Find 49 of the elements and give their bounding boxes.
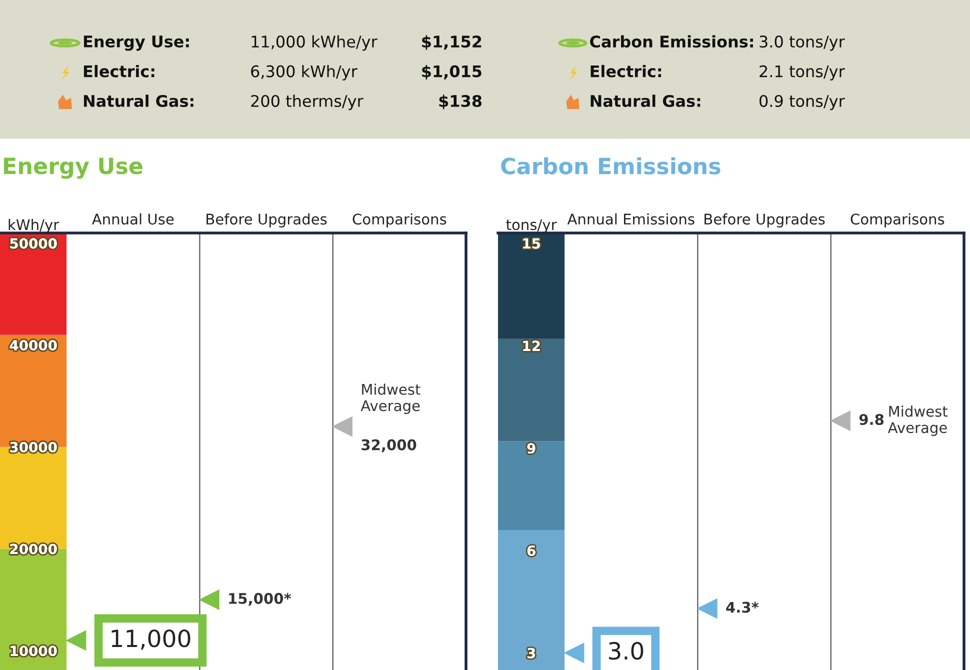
y-tick-label: 20000 [10,544,57,554]
text: $138 [439,94,482,110]
y-axis-title: tons/yr [506,219,557,233]
text: 200 therms/yr [251,94,364,110]
text: Carbon Emissions: [590,35,753,48]
data-label: 11,000 [112,629,190,650]
y-tick-label: 12 [523,340,540,351]
data-label: 3.0 [608,642,644,660]
text: 3.0 tons/yr [760,36,845,51]
text: Natural Gas: [84,94,194,108]
y-axis-title: kWh/yr [8,218,60,233]
data-label: 15,000* [229,592,292,606]
text: 6,300 kWh/yr [251,64,358,80]
y-tick-label: 50000 [10,238,57,249]
text: Energy Use: [84,36,189,51]
text: 2.1 tons/yr [760,65,845,80]
text: 11,000 kWhe/yr [252,35,378,51]
text: Electric: [84,64,154,78]
x-tick-label: Comparisons [850,213,944,228]
x-tick-label: Annual Use [92,213,174,225]
x-tick-label: Before Upgrades [704,213,825,228]
annotation: Midwest Average [360,384,420,414]
text: $1,152 [422,35,482,50]
point [332,416,352,437]
point [198,589,220,610]
point [66,630,86,651]
x-tick-label: Annual Emissions [567,213,694,225]
y-tick-label: 6 [527,545,536,556]
point [696,598,718,619]
y-tick-label: 9 [527,443,536,454]
y-tick-label: 30000 [10,442,57,452]
y-tick-label: 3 [527,648,536,658]
point [564,642,584,664]
text: Natural Gas: [590,94,700,108]
text: $1,015 [422,64,482,80]
x-tick-label: Comparisons [352,213,446,228]
y-tick-label: 10000 [10,646,57,656]
data-label: 4.3* [726,602,759,613]
text: Electric: [590,64,662,78]
x-tick-label: Before Upgrades [206,213,327,228]
point [830,410,850,432]
y-tick-label: 15 [523,238,540,249]
y-tick-label: 40000 [10,340,57,351]
data-label: 9.8 [859,414,884,426]
text: 0.9 tons/yr [760,94,845,110]
chart-title: Energy Use [4,158,142,179]
data-label: 32,000 [362,439,416,452]
chart-title: Carbon Emissions [501,157,720,174]
annotation: Midwest Average [888,406,948,436]
